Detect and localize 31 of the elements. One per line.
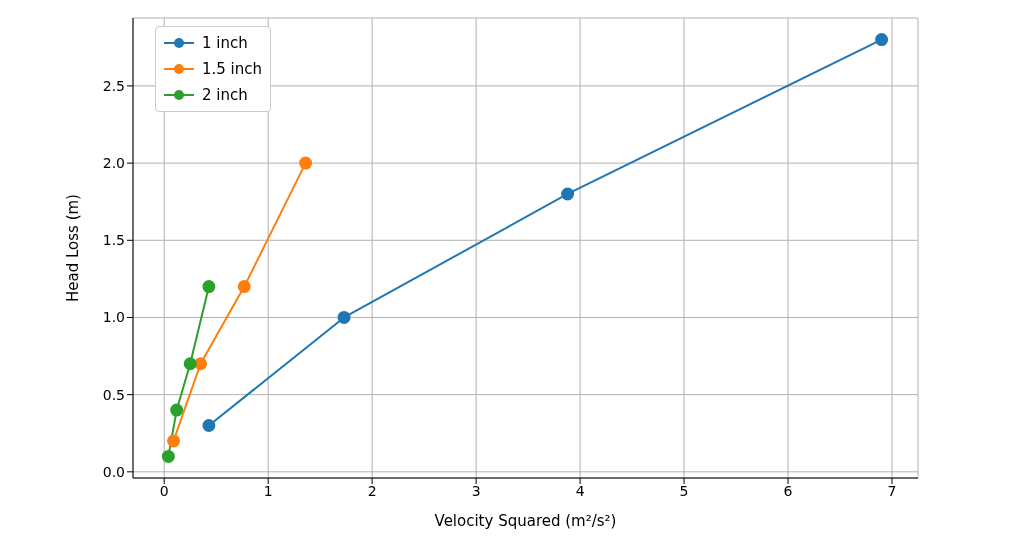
y-tick-label: 1.0 (102, 309, 125, 326)
point (299, 156, 313, 170)
legend-label: 1.5 inch (202, 59, 263, 80)
point (337, 310, 351, 324)
point (237, 280, 251, 294)
x-tick-label: 6 (783, 482, 793, 499)
x-tick-label: 7 (887, 482, 897, 499)
point (875, 33, 889, 47)
y-tick-label: 0.5 (102, 386, 125, 403)
legend-label: 1 inch (202, 33, 248, 54)
x-tick-label: 0 (159, 482, 169, 499)
legend-label: 2 inch (202, 85, 248, 106)
y-tick-label: 0.0 (102, 463, 125, 480)
point (161, 449, 175, 463)
point (194, 357, 208, 371)
y-tick-label: 2.5 (102, 77, 125, 94)
point (167, 434, 181, 448)
y-axis-title: Head Loss (m) (64, 194, 83, 302)
point (202, 280, 216, 294)
point (170, 403, 184, 417)
x-tick-label: 5 (679, 482, 689, 499)
y-tick-label: 2.0 (102, 155, 125, 172)
x-tick-label: 4 (575, 482, 585, 499)
x-tick-label: 3 (471, 482, 481, 499)
point (561, 187, 575, 201)
x-tick-label: 2 (367, 482, 377, 499)
x-tick-label: 1 (263, 482, 273, 499)
point (202, 419, 216, 433)
x-axis-title: Velocity Squared (m²/s²) (434, 512, 617, 530)
point (183, 357, 197, 371)
y-tick-label: 1.5 (102, 232, 125, 249)
